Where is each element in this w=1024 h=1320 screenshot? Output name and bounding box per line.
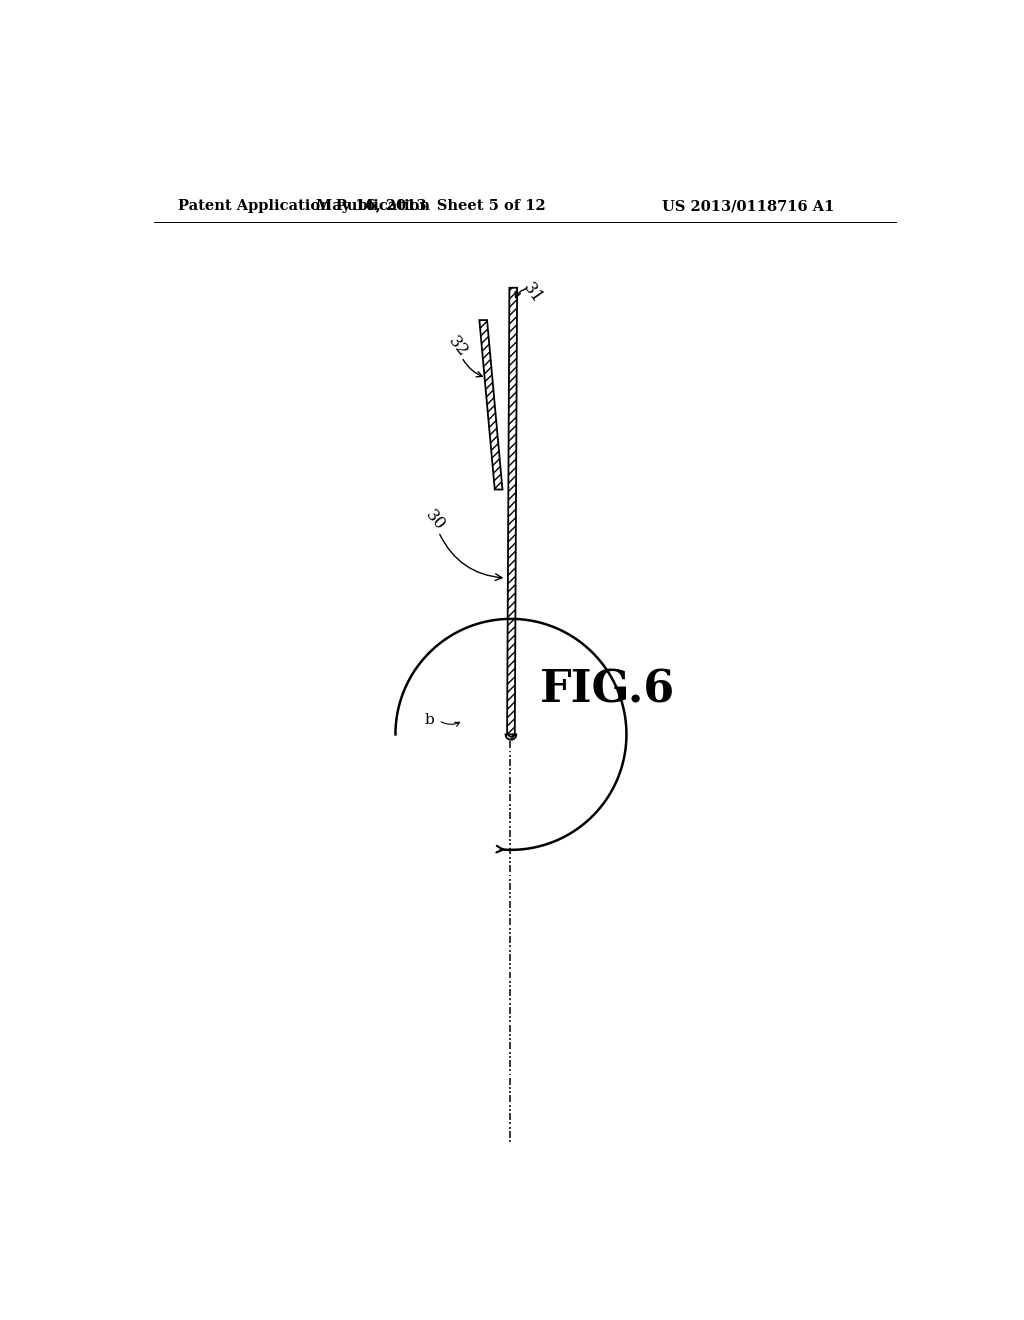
Text: US 2013/0118716 A1: US 2013/0118716 A1 bbox=[662, 199, 835, 213]
Polygon shape bbox=[479, 321, 503, 490]
Text: b: b bbox=[424, 714, 434, 727]
Polygon shape bbox=[507, 288, 517, 734]
Text: May 16, 2013  Sheet 5 of 12: May 16, 2013 Sheet 5 of 12 bbox=[316, 199, 546, 213]
Text: 32: 32 bbox=[444, 334, 471, 360]
Text: FIG.6: FIG.6 bbox=[541, 668, 676, 711]
Text: 30: 30 bbox=[422, 507, 449, 533]
Text: 31: 31 bbox=[519, 280, 546, 306]
Text: Patent Application Publication: Patent Application Publication bbox=[178, 199, 430, 213]
Polygon shape bbox=[506, 734, 516, 739]
